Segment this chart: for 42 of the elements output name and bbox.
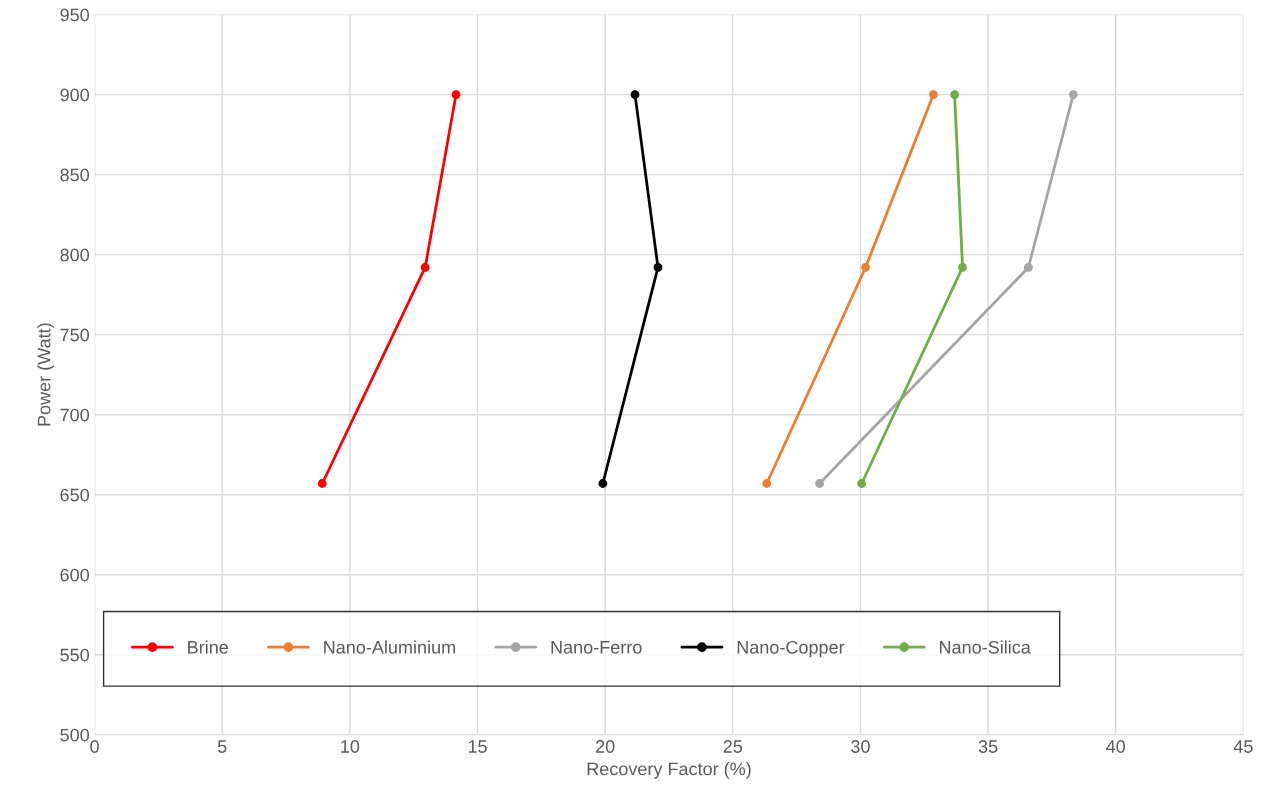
- y-tick-label: 850: [60, 168, 90, 182]
- point: [653, 263, 663, 272]
- x-tick-label: 45: [1233, 740, 1253, 753]
- point: [451, 90, 461, 100]
- x-tick-label: 35: [978, 740, 998, 753]
- point: [317, 479, 327, 488]
- point: [857, 479, 867, 488]
- legend-label: Nano-Copper: [737, 640, 845, 658]
- x-tick-label: 20: [596, 740, 615, 753]
- point: [1024, 263, 1033, 272]
- x-tick-label: 30: [851, 740, 870, 753]
- point: [420, 263, 430, 272]
- y-axis-title: Power (Watt): [37, 323, 55, 426]
- point: [861, 263, 870, 272]
- x-tick-label: 5: [217, 740, 227, 753]
- point: [1068, 90, 1078, 100]
- legend-label: Nano-Silica: [939, 640, 1031, 654]
- y-tick-label: 900: [60, 88, 90, 102]
- point: [958, 263, 967, 272]
- x-tick-label: 25: [723, 740, 743, 753]
- y-tick-label: 650: [60, 488, 90, 502]
- y-tick-label: 950: [60, 8, 90, 22]
- x-axis-title: Recovery Factor (%): [587, 762, 751, 779]
- point: [630, 90, 640, 100]
- x-tick-label: 15: [468, 740, 487, 753]
- y-tick-label: 550: [60, 648, 90, 662]
- y-tick-label: 800: [60, 248, 90, 262]
- legend-label: Nano-Aluminium: [324, 640, 455, 654]
- point: [762, 479, 772, 488]
- y-tick-label: 500: [60, 728, 90, 742]
- x-tick-label: 10: [341, 740, 360, 753]
- y-tick-label: 600: [60, 568, 90, 582]
- x-tick-label: 0: [90, 740, 99, 753]
- point: [815, 479, 824, 488]
- y-tick-label: 750: [60, 328, 90, 342]
- point: [598, 479, 608, 488]
- point: [929, 90, 938, 100]
- x-tick-label: 40: [1106, 740, 1126, 753]
- y-tick-label: 700: [60, 408, 90, 422]
- point: [950, 90, 960, 100]
- legend-label: Brine: [188, 640, 229, 654]
- legend-label: Nano-Ferro: [551, 641, 642, 654]
